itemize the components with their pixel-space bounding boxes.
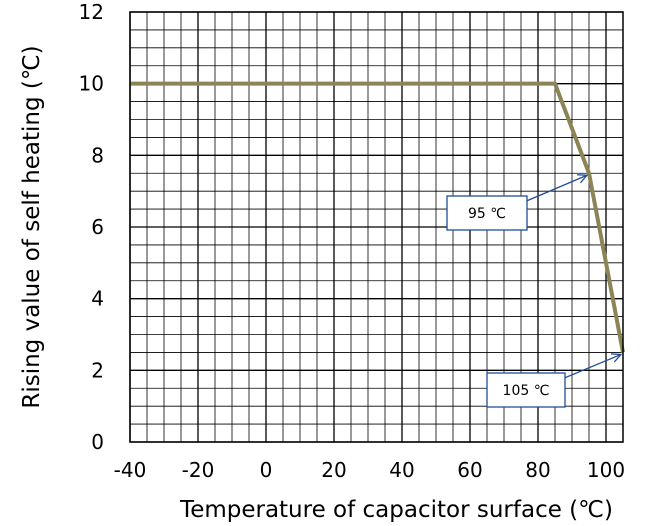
callout-arrowhead (610, 353, 623, 363)
y-tick-label: 10 (79, 72, 104, 96)
callout-arrowhead (576, 174, 589, 184)
x-tick-label: 80 (525, 458, 550, 482)
y-tick-label: 0 (91, 430, 104, 454)
callout-box (446, 195, 528, 231)
x-tick-label: 100 (587, 458, 625, 482)
x-tick-label: 60 (457, 458, 482, 482)
y-tick-labels: 0 2 4 6 8 10 12 (79, 0, 104, 454)
y-tick-label: 4 (91, 287, 104, 311)
y-tick-label: 8 (91, 143, 104, 167)
y-axis-label: Rising value of self heating (℃) (19, 45, 45, 408)
y-tick-label: 6 (91, 215, 104, 239)
y-tick-label: 2 (91, 358, 104, 382)
annotations: 95 ℃ 105 ℃ (446, 174, 623, 408)
x-tick-label: 0 (260, 458, 273, 482)
x-tick-label: -20 (182, 458, 215, 482)
callout: 105 ℃ (486, 353, 623, 408)
callout-label: 105 ℃ (503, 383, 550, 399)
callout-label: 95 ℃ (468, 206, 506, 222)
x-tick-label: 20 (321, 458, 346, 482)
callout: 95 ℃ (446, 174, 589, 231)
x-tick-labels: -40 -20 0 20 40 60 80 100 (114, 458, 625, 482)
plot-border (129, 11, 624, 443)
x-axis-label: Temperature of capacitor surface (℃) (179, 497, 613, 523)
series-layer (130, 81, 625, 353)
x-tick-label: -40 (114, 458, 147, 482)
callout-box (486, 372, 566, 408)
y-tick-label: 12 (79, 0, 104, 24)
series-line (130, 81, 625, 353)
x-tick-label: 40 (389, 458, 414, 482)
